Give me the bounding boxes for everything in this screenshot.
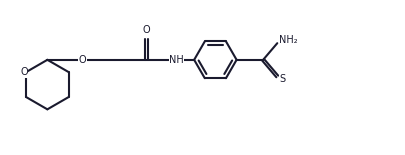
Text: NH: NH: [168, 55, 183, 65]
Text: O: O: [79, 55, 86, 65]
Text: O: O: [20, 67, 28, 77]
Text: S: S: [278, 74, 284, 84]
Text: NH₂: NH₂: [278, 35, 297, 45]
Text: O: O: [142, 25, 150, 35]
